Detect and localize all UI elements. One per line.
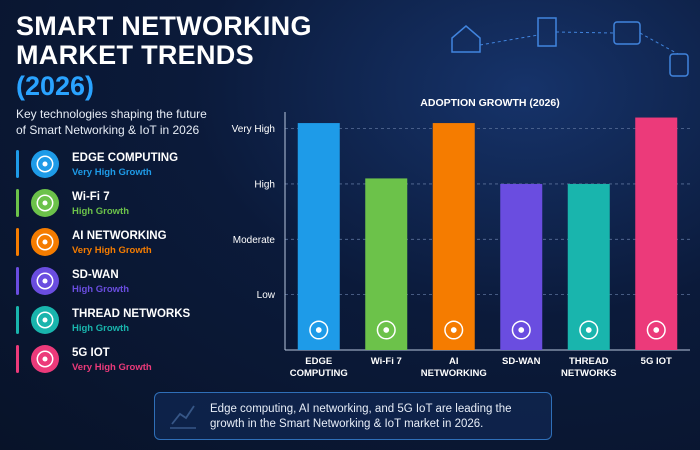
bar bbox=[635, 117, 678, 350]
x-tick-label: 5G IOT bbox=[640, 356, 672, 367]
icon-ring bbox=[36, 194, 54, 212]
icon-dot bbox=[42, 161, 48, 167]
note: Edge computing, AI networking, and 5G Io… bbox=[210, 403, 512, 430]
y-tick-label: High bbox=[254, 179, 275, 190]
icon-ring bbox=[444, 320, 464, 340]
icon-ring bbox=[511, 320, 531, 340]
list-accent bbox=[16, 267, 19, 295]
icon-dot bbox=[383, 327, 390, 333]
technology-growth: High Growth bbox=[72, 284, 129, 295]
technology-name: AI NETWORKING bbox=[72, 230, 167, 242]
icon-dot bbox=[42, 239, 48, 245]
x-tick-label: EDGE COMPUTING bbox=[289, 356, 348, 379]
list-accent bbox=[16, 228, 19, 256]
icon-ring bbox=[376, 320, 396, 340]
chart-title: ADOPTION GROWTH (2026) bbox=[420, 97, 559, 109]
icon-ring bbox=[36, 311, 54, 329]
bar bbox=[500, 183, 543, 350]
icon-dot bbox=[585, 327, 592, 333]
note-box bbox=[154, 392, 552, 440]
icon-ring bbox=[36, 155, 54, 173]
icon-dot bbox=[518, 327, 525, 333]
bar bbox=[567, 183, 610, 350]
technology-growth: High Growth bbox=[72, 323, 129, 334]
technology-growth: High Growth bbox=[72, 206, 129, 217]
icon-ring bbox=[36, 272, 54, 290]
bar bbox=[365, 178, 408, 350]
icon-dot bbox=[42, 317, 48, 323]
technology-name: THREAD NETWORKS bbox=[72, 308, 191, 320]
list-accent bbox=[16, 189, 19, 217]
x-tick-label: SD-WAN bbox=[501, 356, 541, 367]
icon-ring bbox=[646, 320, 666, 340]
technology-name: Wi-Fi 7 bbox=[72, 191, 110, 203]
technology-name: 5G IOT bbox=[72, 347, 110, 359]
y-tick-label: Low bbox=[257, 290, 276, 301]
icon-ring bbox=[309, 320, 329, 340]
technology-growth: Very High Growth bbox=[72, 245, 152, 256]
list-accent bbox=[16, 345, 19, 373]
technology-name: SD-WAN bbox=[72, 269, 119, 281]
x-tick-label: AI NETWORKING bbox=[420, 356, 487, 379]
icon-dot bbox=[42, 278, 48, 284]
x-tick-label: THREAD NETWORKS bbox=[561, 356, 617, 379]
icon-dot bbox=[450, 327, 457, 333]
icon-dot bbox=[315, 327, 322, 333]
title: SMART NETWORKING MARKET TRENDS bbox=[16, 11, 312, 70]
y-tick-label: Moderate bbox=[233, 235, 276, 246]
icon-dot bbox=[42, 200, 48, 206]
technology-growth: Very High Growth bbox=[72, 362, 152, 373]
icon-ring bbox=[36, 350, 54, 368]
technology-name: EDGE COMPUTING bbox=[72, 152, 179, 164]
title-year: (2026) bbox=[16, 71, 95, 101]
list-accent bbox=[16, 306, 19, 334]
icon-dot bbox=[653, 327, 660, 333]
list-accent bbox=[16, 150, 19, 178]
icon-dot bbox=[42, 356, 48, 362]
y-tick-label: Very High bbox=[232, 124, 275, 135]
technology-growth: Very High Growth bbox=[72, 167, 152, 178]
bar bbox=[297, 123, 340, 351]
subtitle: Key technologies shaping the future of S… bbox=[16, 107, 207, 137]
icon-ring bbox=[579, 320, 599, 340]
icon-ring bbox=[36, 233, 54, 251]
bar bbox=[432, 123, 475, 351]
x-tick-label: Wi-Fi 7 bbox=[370, 356, 402, 367]
